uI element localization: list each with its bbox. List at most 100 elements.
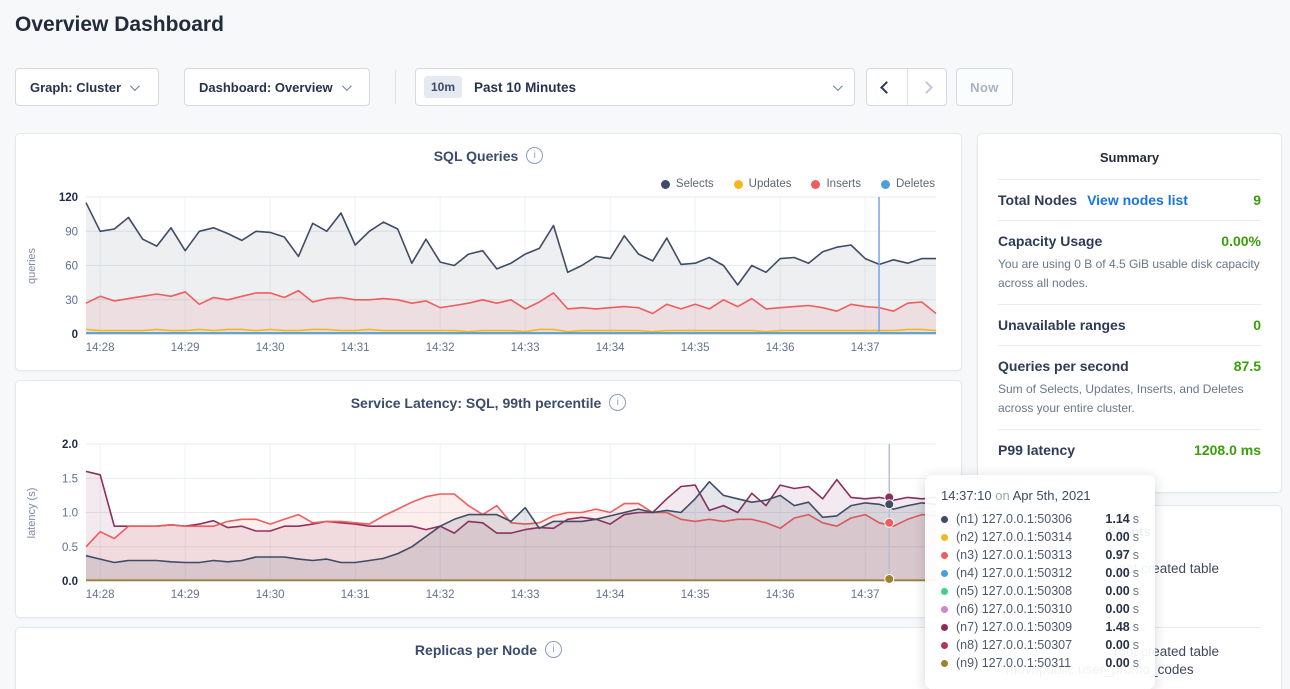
node-latency-value: 0.00 [1105, 584, 1130, 598]
svg-text:14:32: 14:32 [426, 342, 455, 354]
svg-text:14:34: 14:34 [596, 342, 625, 354]
node-latency-value: 0.00 [1105, 530, 1130, 544]
tooltip-date: Apr 5th, 2021 [1012, 488, 1091, 503]
svg-text:2.0: 2.0 [62, 439, 78, 451]
dashboard-selector-dropdown[interactable]: Dashboard: Overview [184, 68, 370, 106]
legend-dot [733, 179, 743, 189]
node-address: (n2) 127.0.0.1:50314 [956, 530, 1073, 544]
node-address: (n6) 127.0.0.1:50310 [956, 602, 1073, 616]
tooltip-node-row: (n2) 127.0.0.1:50314 0.00 s [941, 528, 1139, 546]
chevron-down-icon [832, 80, 843, 91]
capacity-usage-value: 0.00% [1221, 233, 1261, 249]
chart-title-replicas-per-node: Replicas per Node [414, 641, 538, 658]
queries-per-second-description: Sum of Selects, Updates, Inserts, and De… [998, 382, 1244, 415]
info-icon[interactable]: i [609, 394, 627, 411]
svg-text:0: 0 [72, 329, 78, 341]
graph-selector-dropdown[interactable]: Graph: Cluster [15, 68, 159, 106]
service-latency-chart[interactable]: 14:28 14:29 14:30 14:31 14:32 14:33 14:34 14:35… [26, 438, 953, 606]
capacity-usage-label: Capacity Usage [998, 233, 1103, 249]
node-address: (n5) 127.0.0.1:50308 [956, 584, 1073, 598]
node-color-dot [941, 623, 948, 631]
total-nodes-value: 9 [1253, 192, 1261, 208]
sql-queries-card: SQL Queries i Selects Updates Inserts Delet… [15, 133, 962, 371]
legend-label: Inserts [826, 178, 861, 190]
node-latency-value: 0.97 [1105, 548, 1130, 562]
node-color-dot [941, 605, 948, 613]
chart-title-sql-queries: SQL Queries [433, 147, 519, 164]
toolbar: Graph: Cluster Dashboard: Overview 10m P… [15, 68, 1275, 106]
svg-text:60: 60 [65, 261, 78, 273]
legend-dot [811, 179, 821, 189]
total-nodes-label: Total Nodes [998, 192, 1078, 208]
info-icon[interactable]: i [545, 641, 563, 658]
summary-panel: Summary Total Nodes View nodes list 9 Ca… [977, 133, 1282, 493]
svg-text:30: 30 [65, 295, 78, 307]
svg-text:14:31: 14:31 [341, 589, 370, 601]
chevron-right-icon [920, 80, 934, 94]
time-range-badge: 10m [424, 76, 463, 98]
chevron-down-icon [341, 80, 352, 91]
node-color-dot [941, 641, 948, 649]
svg-text:14:29: 14:29 [171, 342, 200, 354]
latency-unit: s [1132, 512, 1139, 526]
graph-selector-label: Graph: Cluster [30, 79, 122, 95]
latency-unit: s [1132, 620, 1139, 634]
p99-latency-label: P99 latency [998, 442, 1076, 459]
tooltip-node-row: (n6) 127.0.0.1:50310 0.00 s [941, 600, 1139, 618]
prev-range-button[interactable] [867, 69, 907, 105]
svg-text:1.5: 1.5 [62, 473, 78, 485]
svg-text:0.0: 0.0 [62, 576, 78, 588]
queries-per-second-value: 87.5 [1233, 358, 1261, 375]
tooltip-node-rows: (n1) 127.0.0.1:50306 1.14 s (n2) 127.0.0.1:… [941, 510, 1139, 672]
legend-item-updates[interactable]: Updates [733, 178, 791, 190]
node-color-dot [941, 587, 948, 595]
legend-item-inserts[interactable]: Inserts [811, 178, 861, 190]
latency-unit: s [1132, 530, 1139, 544]
tooltip-node-row: (n1) 127.0.0.1:50306 1.14 s [941, 510, 1139, 528]
svg-text:14:37: 14:37 [851, 342, 880, 354]
node-address: (n7) 127.0.0.1:50309 [956, 620, 1073, 634]
svg-text:14:31: 14:31 [341, 342, 370, 354]
svg-text:90: 90 [65, 226, 78, 238]
dashboard-selector-label: Dashboard: Overview [199, 79, 333, 95]
node-address: (n8) 127.0.0.1:50307 [956, 638, 1073, 652]
svg-text:14:36: 14:36 [766, 342, 795, 354]
latency-unit: s [1132, 566, 1139, 580]
node-address: (n1) 127.0.0.1:50306 [956, 512, 1073, 526]
tooltip-node-row: (n8) 127.0.0.1:50307 0.00 s [941, 636, 1139, 654]
latency-unit: s [1132, 638, 1139, 652]
page-title: Overview Dashboard [15, 13, 224, 36]
latency-unit: s [1132, 584, 1139, 598]
node-color-dot [941, 551, 948, 559]
chevron-down-icon [129, 80, 140, 91]
legend-item-selects[interactable]: Selects [660, 178, 714, 190]
svg-text:14:29: 14:29 [171, 589, 200, 601]
node-color-dot [941, 569, 948, 577]
chart-legend: Selects Updates Inserts Deletes [660, 178, 935, 190]
svg-text:14:30: 14:30 [256, 589, 285, 601]
unavailable-ranges-value: 0 [1253, 317, 1261, 334]
now-button[interactable]: Now [956, 68, 1013, 106]
next-range-button[interactable] [906, 69, 947, 105]
legend-label: Deletes [896, 178, 935, 190]
info-icon[interactable]: i [526, 147, 544, 164]
tooltip-time: 14:37:10 [941, 488, 992, 503]
legend-label: Selects [675, 178, 714, 190]
tooltip-node-row: (n5) 127.0.0.1:50308 0.00 s [941, 582, 1139, 600]
tooltip-node-row: (n9) 127.0.0.1:50311 0.00 s [941, 654, 1139, 672]
svg-text:14:35: 14:35 [681, 342, 710, 354]
summary-title: Summary [1099, 150, 1160, 165]
service-latency-card: Service Latency: SQL, 99th percentile i … [15, 380, 962, 618]
chevron-left-icon [880, 80, 894, 94]
latency-unit: s [1132, 602, 1139, 616]
svg-text:14:33: 14:33 [511, 589, 540, 601]
time-range-picker[interactable]: 10m Past 10 Minutes [415, 68, 855, 106]
svg-text:120: 120 [59, 192, 78, 204]
node-latency-value: 0.00 [1105, 656, 1130, 670]
latency-unit: s [1132, 548, 1139, 562]
sql-queries-chart[interactable]: 14:28 14:29 14:30 14:31 14:32 14:33 14:34 14:35… [26, 191, 953, 359]
legend-item-deletes[interactable]: Deletes [881, 178, 935, 190]
view-nodes-list-link[interactable]: View nodes list [1087, 192, 1188, 208]
svg-text:14:36: 14:36 [766, 589, 795, 601]
